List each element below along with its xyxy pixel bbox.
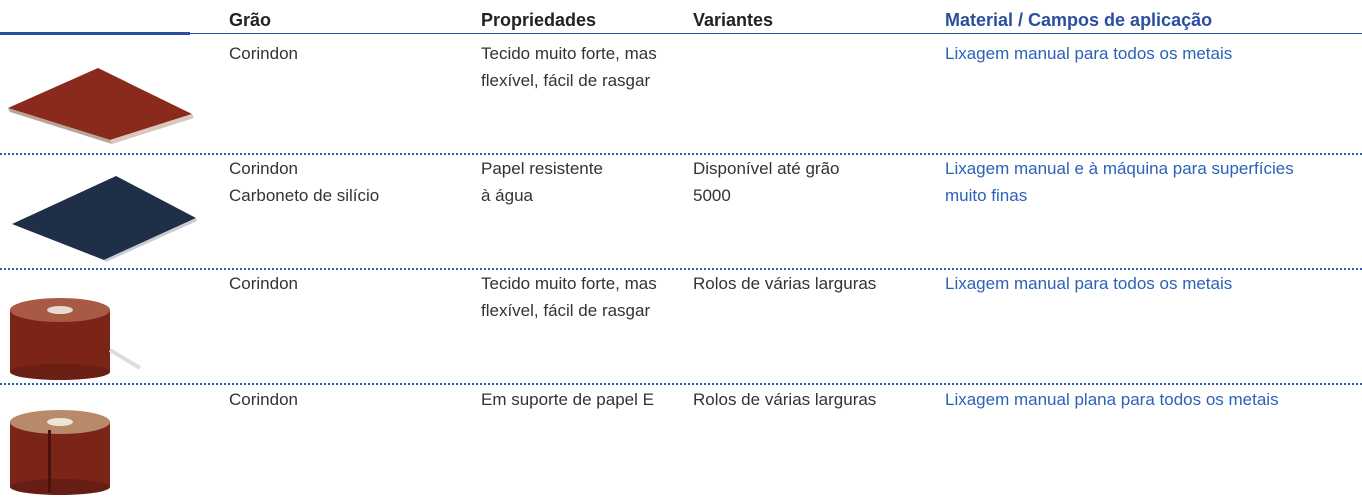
cell-line: Rolos de várias larguras (693, 390, 877, 409)
cell-line: flexível, fácil de rasgar (481, 301, 651, 320)
cell-line: Papel resistente (481, 159, 603, 178)
cell-line: Lixagem manual plana para todos os metai… (945, 390, 1279, 409)
cell-grain: Corindon (229, 386, 298, 413)
cell-line: muito finas (945, 186, 1028, 205)
cell-line: Lixagem manual para todos os metais (945, 44, 1233, 63)
row-separator (0, 268, 1362, 270)
cell-application: Lixagem manual plana para todos os metai… (945, 386, 1279, 413)
sanding-roll-paper (10, 410, 110, 495)
row-separator (0, 153, 1362, 155)
cell-line: Disponível até grão (693, 159, 840, 178)
sanding-sheet-red (8, 68, 194, 144)
cell-line: 5000 (693, 186, 731, 205)
cell-line: à água (481, 186, 533, 205)
cell-line: Tecido muito forte, mas (481, 44, 657, 63)
cell-line: Corindon (229, 390, 298, 409)
cell-properties: Em suporte de papel E (481, 386, 654, 413)
cell-line: Tecido muito forte, mas (481, 274, 657, 293)
cell-grain: Corindon Carboneto de silício (229, 155, 379, 209)
header-properties: Propriedades (481, 10, 597, 30)
cell-properties: Tecido muito forte, mas flexível, fácil d… (481, 40, 657, 94)
cell-line: Lixagem manual e à máquina para superfíc… (945, 159, 1294, 178)
header-variants: Variantes (693, 10, 774, 30)
cell-line: Corindon (229, 44, 298, 63)
cell-properties: Papel resistente à água (481, 155, 603, 209)
cell-grain: Corindon (229, 40, 298, 67)
cell-line: Carboneto de silício (229, 186, 380, 205)
row-separator (0, 383, 1362, 385)
header-application: Material / Campos de aplicação (945, 10, 1213, 30)
header-rule-accent (0, 32, 190, 35)
cell-application: Lixagem manual para todos os metais (945, 40, 1232, 67)
cell-line: Corindon (229, 274, 298, 293)
cell-line: Corindon (229, 159, 298, 178)
cell-grain: Corindon (229, 270, 298, 297)
sanding-sheet-blue (12, 176, 197, 262)
header-rule (0, 33, 1362, 34)
cell-variants: Rolos de várias larguras (693, 270, 876, 297)
cell-line: Rolos de várias larguras (693, 274, 877, 293)
cell-variants: Rolos de várias larguras (693, 386, 876, 413)
cell-line: Em suporte de papel E (481, 390, 654, 409)
sanding-roll (10, 298, 142, 380)
cell-line: Lixagem manual para todos os metais (945, 274, 1233, 293)
cell-properties: Tecido muito forte, mas flexível, fácil d… (481, 270, 657, 324)
cell-variants: Disponível até grão 5000 (693, 155, 839, 209)
cell-application: Lixagem manual para todos os metais (945, 270, 1232, 297)
cell-application: Lixagem manual e à máquina para superfíc… (945, 155, 1294, 209)
cell-line: flexível, fácil de rasgar (481, 71, 651, 90)
header-grain: Grão (229, 10, 272, 30)
